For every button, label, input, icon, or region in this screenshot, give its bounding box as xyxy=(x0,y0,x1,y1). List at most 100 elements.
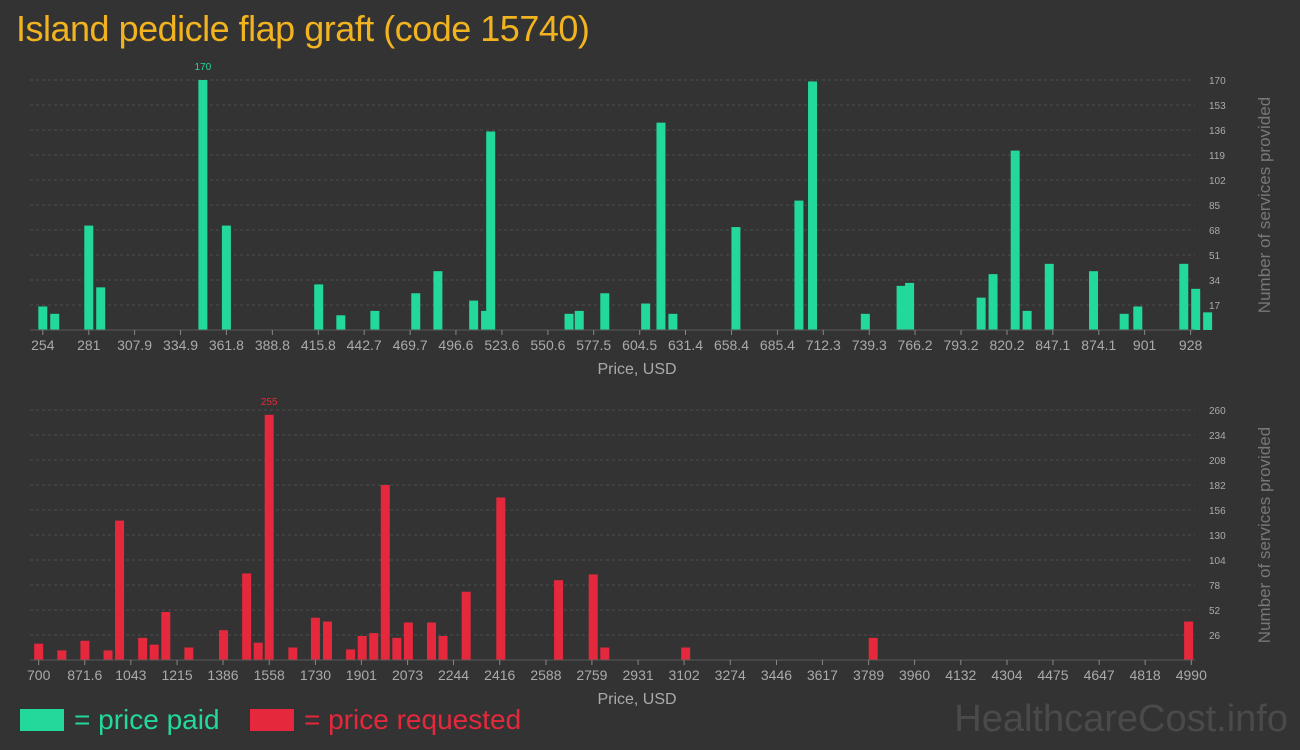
x-tick-label: 307.9 xyxy=(117,337,152,353)
x-tick-label: 658.4 xyxy=(714,337,749,353)
bar xyxy=(219,630,229,660)
x-tick-label: 2759 xyxy=(576,667,607,683)
bar xyxy=(1089,271,1099,330)
bar xyxy=(794,200,804,330)
bar xyxy=(411,293,421,330)
bar xyxy=(656,122,666,330)
legend-requested: = price requested xyxy=(250,704,521,736)
bar xyxy=(314,284,324,330)
bar xyxy=(600,293,610,330)
legend-paid-label: = price paid xyxy=(74,704,220,735)
bar xyxy=(868,637,878,660)
x-tick-label: 2588 xyxy=(530,667,561,683)
x-tick-label: 388.8 xyxy=(255,337,290,353)
bar xyxy=(988,274,998,330)
x-tick-label: 874.1 xyxy=(1081,337,1116,353)
bar xyxy=(242,573,252,660)
bar xyxy=(600,647,610,660)
y-tick-label: 68 xyxy=(1209,226,1221,237)
bar xyxy=(1203,312,1213,330)
x-tick-label: 334.9 xyxy=(163,337,198,353)
x-tick-label: 1043 xyxy=(115,667,146,683)
bar xyxy=(369,633,379,660)
bar xyxy=(184,647,194,660)
y-tick-label: 104 xyxy=(1209,556,1226,567)
x-tick-label: 1386 xyxy=(207,667,238,683)
bar xyxy=(469,300,479,330)
bar xyxy=(1022,310,1032,330)
x-tick-label: 685.4 xyxy=(760,337,795,353)
bar xyxy=(253,642,263,660)
x-tick-label: 4818 xyxy=(1130,667,1161,683)
bar xyxy=(138,637,148,660)
bar xyxy=(310,617,320,660)
x-tick-label: 281 xyxy=(77,337,101,353)
x-tick-label: 766.2 xyxy=(898,337,933,353)
price-requested-chart: 26 52 78 104 130 156 182 208 234 260 255 700 871.6 10… xyxy=(27,397,1274,708)
x-tick-label: 415.8 xyxy=(301,337,336,353)
y-tick-label: 119 xyxy=(1209,151,1225,162)
y-tick-label: 130 xyxy=(1209,531,1226,542)
x-tick-label: 700 xyxy=(27,667,51,683)
bar xyxy=(161,611,171,660)
legend-paid: = price paid xyxy=(20,704,220,736)
bar xyxy=(357,635,367,660)
y-tick-label: 156 xyxy=(1209,506,1226,517)
bar xyxy=(438,635,448,660)
x-tick-label: 2931 xyxy=(623,667,654,683)
peak-value-label: 170 xyxy=(195,62,212,73)
bar xyxy=(433,271,443,330)
legend-requested-label: = price requested xyxy=(304,704,522,735)
bar xyxy=(103,650,113,660)
y-axis-label: Number of services provided xyxy=(1255,427,1274,643)
peak-value-label: 255 xyxy=(261,397,278,408)
x-tick-label: 712.3 xyxy=(806,337,841,353)
x-tick-label: 4647 xyxy=(1084,667,1115,683)
bar xyxy=(808,81,818,331)
y-tick-label: 26 xyxy=(1209,631,1221,642)
bar xyxy=(668,313,678,330)
x-tick-label: 2073 xyxy=(392,667,423,683)
x-tick-label: 871.6 xyxy=(67,667,102,683)
bar xyxy=(1119,313,1129,330)
page-title: Island pedicle flap graft (code 15740) xyxy=(16,8,590,49)
x-tick-label: 442.7 xyxy=(347,337,382,353)
x-tick-label: 2416 xyxy=(484,667,515,683)
y-tick-label: 260 xyxy=(1209,406,1226,417)
x-tick-label: 3617 xyxy=(807,667,838,683)
x-tick-label: 361.8 xyxy=(209,337,244,353)
bar xyxy=(34,643,44,660)
bar xyxy=(1191,288,1201,330)
bar xyxy=(380,485,390,660)
bar xyxy=(403,622,413,660)
x-tick-label: 901 xyxy=(1133,337,1157,353)
bar xyxy=(731,227,741,330)
y-tick-label: 234 xyxy=(1209,431,1226,442)
bar xyxy=(860,313,870,330)
bar xyxy=(461,591,471,660)
x-tick-label: 1730 xyxy=(300,667,331,683)
x-tick-label: 928 xyxy=(1179,337,1203,353)
x-tick-label: 3960 xyxy=(899,667,930,683)
bar xyxy=(426,622,436,660)
x-tick-label: 3274 xyxy=(715,667,746,683)
bar xyxy=(57,650,67,660)
bar xyxy=(905,282,915,330)
bar xyxy=(370,310,380,330)
bar xyxy=(336,315,346,330)
x-tick-label: 523.6 xyxy=(484,337,519,353)
bar xyxy=(392,637,402,660)
x-tick-label: 3789 xyxy=(853,667,884,683)
y-tick-label: 170 xyxy=(1209,76,1226,87)
y-tick-label: 102 xyxy=(1209,176,1226,187)
legend-paid-swatch xyxy=(20,709,64,731)
bar xyxy=(323,621,333,660)
bar xyxy=(1184,621,1194,660)
bar xyxy=(149,644,159,660)
bar xyxy=(80,640,90,660)
x-tick-label: 577.5 xyxy=(576,337,611,353)
x-tick-label: 469.7 xyxy=(393,337,428,353)
bar xyxy=(96,287,106,330)
bar xyxy=(481,310,491,330)
x-tick-label: 820.2 xyxy=(989,337,1024,353)
